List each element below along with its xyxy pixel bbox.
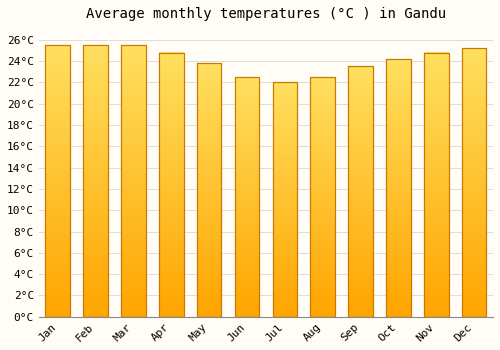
Bar xyxy=(310,77,335,317)
Bar xyxy=(462,48,486,317)
Bar xyxy=(386,59,410,317)
Bar xyxy=(84,45,108,317)
Bar xyxy=(121,45,146,317)
Title: Average monthly temperatures (°C ) in Gandu: Average monthly temperatures (°C ) in Ga… xyxy=(86,7,446,21)
Bar xyxy=(46,45,70,317)
Bar xyxy=(197,63,222,317)
Bar xyxy=(159,52,184,317)
Bar xyxy=(84,45,108,317)
Bar xyxy=(386,59,410,317)
Bar xyxy=(234,77,260,317)
Bar xyxy=(424,52,448,317)
Bar xyxy=(310,77,335,317)
Bar xyxy=(272,82,297,317)
Bar xyxy=(121,45,146,317)
Bar xyxy=(159,52,184,317)
Bar xyxy=(234,77,260,317)
Bar xyxy=(348,66,373,317)
Bar xyxy=(272,82,297,317)
Bar xyxy=(462,48,486,317)
Bar xyxy=(424,52,448,317)
Bar xyxy=(348,66,373,317)
Bar xyxy=(197,63,222,317)
Bar xyxy=(46,45,70,317)
